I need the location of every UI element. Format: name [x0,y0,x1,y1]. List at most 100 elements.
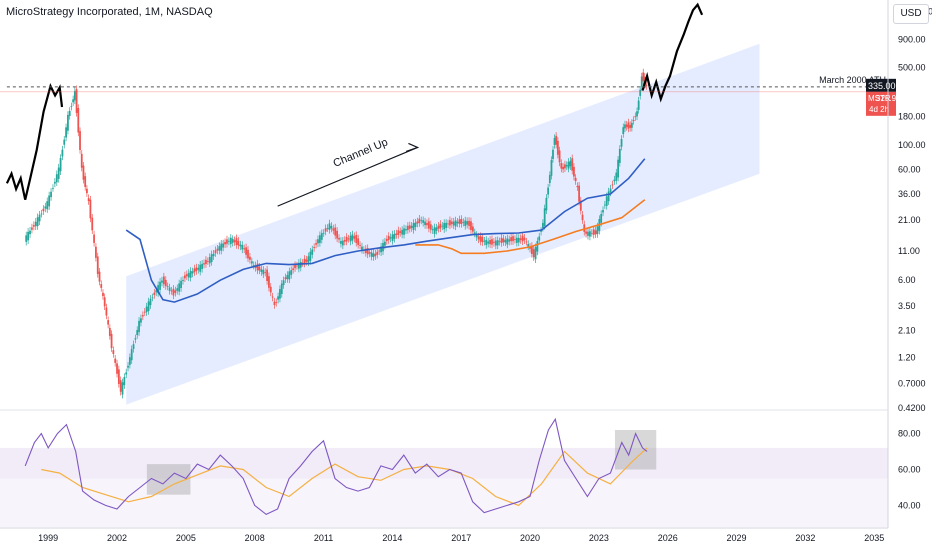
candle-body [55,174,58,183]
candle-body [620,138,623,147]
channel [126,43,760,405]
candle-body [622,127,625,135]
candle-body [282,280,285,286]
candle-body [349,235,352,242]
candle-body [426,223,428,226]
candle-body [114,358,117,363]
candle-body [226,239,228,244]
candle-body [538,236,541,241]
candle-body [558,150,561,163]
candle-body [149,298,152,306]
candle-body [456,221,459,224]
candle-body [458,219,461,224]
currency-selector[interactable]: USD [893,4,929,24]
candle-body [296,265,298,267]
candle-body [410,225,413,229]
candle-body [642,72,645,82]
candle-body [172,288,175,296]
candle-body [439,223,442,229]
candle-body [602,210,604,213]
candle-body [401,229,404,235]
candle-body [433,227,436,234]
candle-body [519,238,522,241]
candle-body [576,185,579,188]
candle-body [44,206,47,209]
candle-body [502,238,505,243]
candle-body [52,187,54,189]
candle-body [138,320,140,333]
candle-body [168,287,171,291]
candle-body [178,283,181,292]
candle-body [521,235,524,242]
candle-body [355,235,358,243]
candle-body [67,114,69,131]
candle-body [324,228,327,232]
x-tick-label: 1999 [38,533,58,543]
candle-body [420,220,423,222]
candle-body [385,238,388,242]
candle-body [357,238,360,245]
candle-body [556,140,559,155]
candle-body [161,280,163,283]
candle-body [412,223,415,230]
candle-body [594,230,597,235]
candle-body [464,220,467,227]
candle-body [187,272,190,278]
candle-body [408,225,411,229]
candle-body [117,369,120,384]
y-tick-label: 100.00 [898,140,926,150]
candle-body [506,238,509,245]
candle-body [384,241,386,246]
candle-body [164,279,167,287]
candle-body [406,225,409,231]
candle-body [449,220,451,226]
y-tick-label: 11.00 [898,246,920,256]
candle-body [134,338,137,340]
candle-body [530,245,533,254]
candle-body [493,241,495,243]
candle-body [630,122,633,128]
candle-body [292,268,295,270]
candle-body [587,231,589,236]
candle-body [508,239,511,242]
candle-body [61,149,64,157]
candle-body [264,272,267,273]
candle-body [128,357,131,365]
candle-body [132,344,135,349]
candle-body [297,262,300,269]
candle-body [218,246,221,251]
candle-body [311,249,314,255]
candle-body [547,187,550,195]
candle-body [286,274,289,280]
y-tick-label: 21.00 [898,215,921,225]
candle-body [361,246,363,250]
channel-arrow-line [277,146,418,207]
rsi-highlight-box [614,429,657,470]
candle-body [632,119,635,121]
candle-body [222,243,225,248]
candle-body [157,285,160,294]
candle-body [262,269,265,275]
candle-body [414,222,417,228]
candle-body [429,224,432,230]
candle-body [552,149,554,159]
candle-body [96,256,99,274]
candle-body [374,253,377,257]
candle-body [571,158,574,171]
candle-body [332,228,335,231]
candle-body [479,236,482,242]
candle-body [100,284,103,288]
candle-body [140,318,142,323]
y-tick-label: 60.00 [898,164,921,174]
price-tag-ath: 335.00 [868,81,896,91]
candle-body [57,167,60,179]
candle-body [615,172,618,181]
candle-body [416,221,419,224]
x-tick-label: 2005 [176,533,196,543]
price-tag-mstr-note: 4d 2h [869,105,889,114]
x-tick-label: 2020 [520,533,540,543]
candle-body [567,161,570,169]
rsi-panel [0,417,888,527]
candle-body [105,307,108,316]
candle-body [368,252,371,254]
